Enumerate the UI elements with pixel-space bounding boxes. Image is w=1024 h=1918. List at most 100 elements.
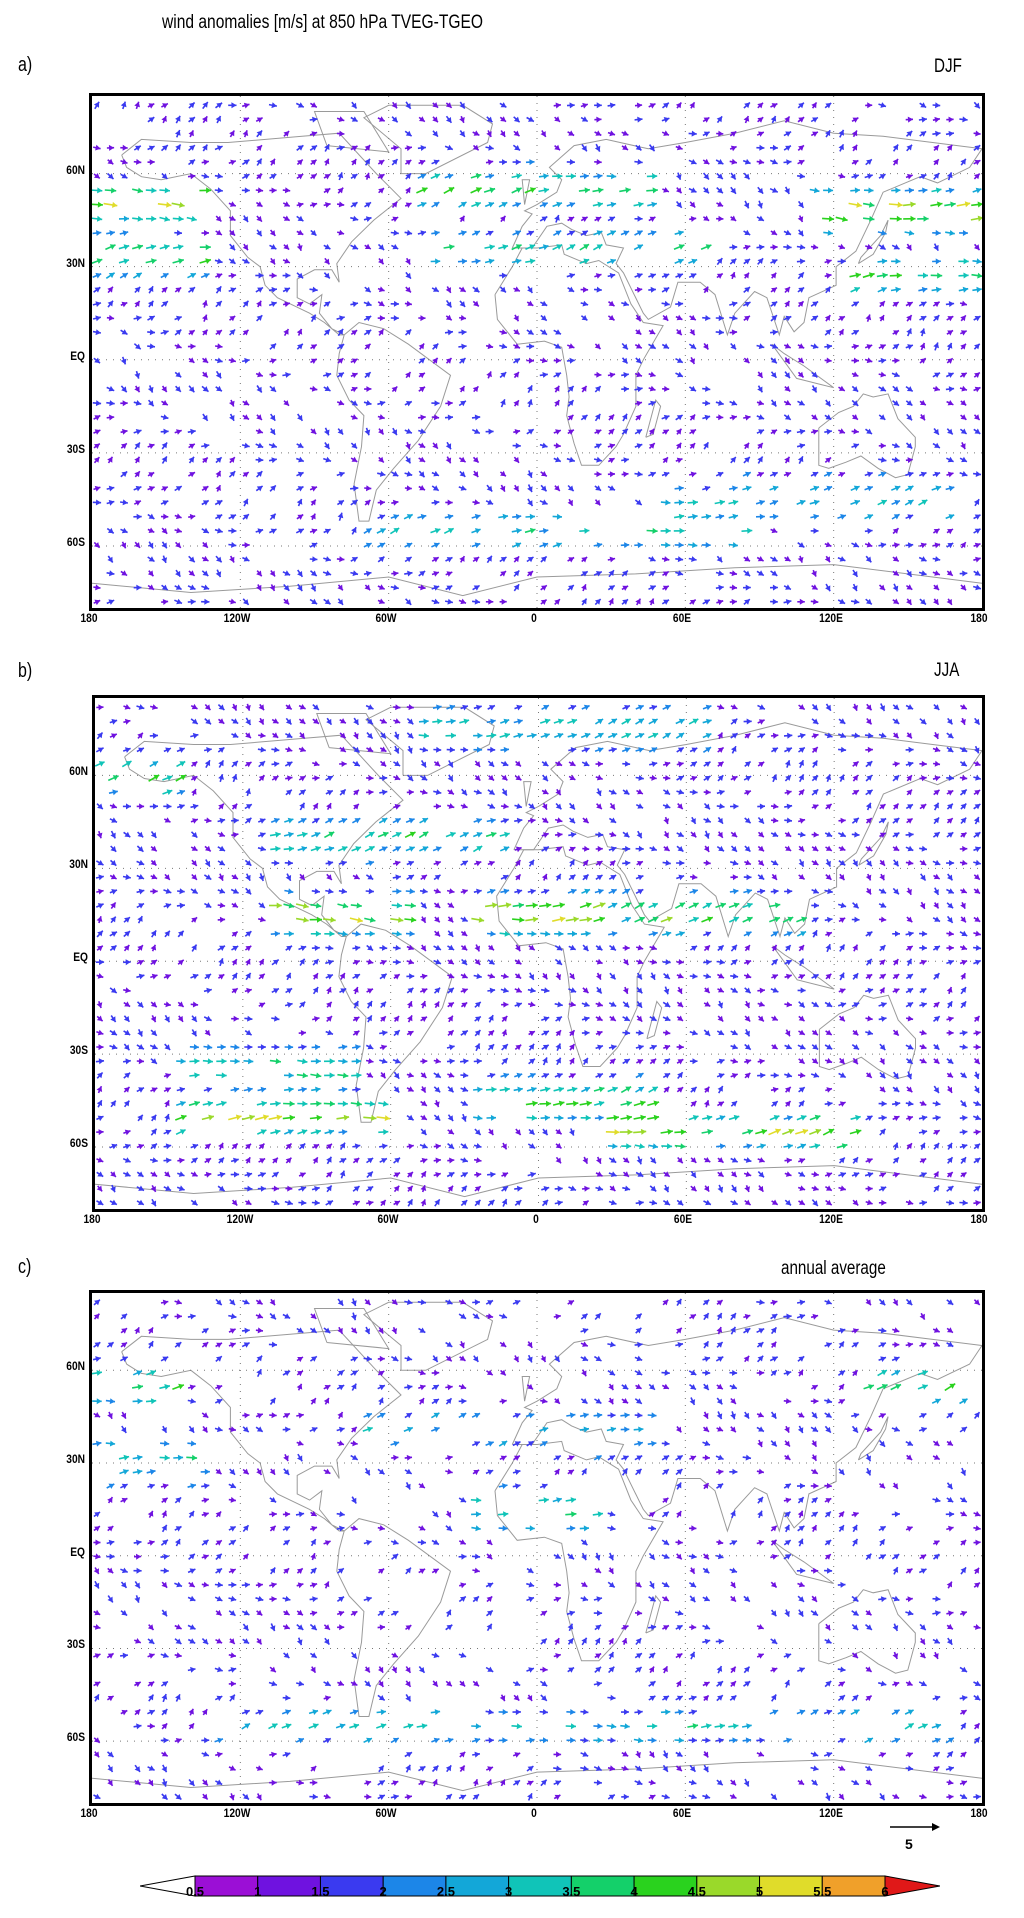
wind-vector-head: [649, 343, 656, 349]
wind-vector-head: [138, 704, 145, 710]
wind-vector-head: [474, 513, 481, 520]
wind-vector-head: [447, 513, 454, 520]
wind-vector-head: [746, 916, 753, 923]
wind-vector-head: [420, 201, 427, 208]
wind-vector-head: [961, 930, 968, 936]
wind-vector-head: [94, 415, 101, 421]
wind-vector-head: [921, 760, 927, 767]
wind-vector-head: [649, 443, 655, 449]
wind-vector-head: [271, 301, 277, 307]
wind-vector-head: [568, 216, 575, 223]
wind-vector-head: [771, 229, 777, 235]
wind-vector-head: [759, 803, 765, 810]
wind-vector-head: [856, 202, 862, 208]
wind-vector-head: [108, 272, 115, 279]
wind-vector-head: [297, 229, 304, 235]
wind-vector-head: [420, 414, 426, 421]
wind-vector-head: [500, 372, 507, 378]
wind-vector-head: [110, 902, 116, 909]
wind-vector-head: [202, 457, 208, 464]
wind-vector-head: [339, 556, 345, 563]
wind-vector-head: [568, 386, 574, 392]
wind-vector-head: [908, 931, 914, 937]
wind-vector-head: [921, 570, 927, 576]
wind-vector-head: [595, 216, 602, 223]
wind-vector-head: [690, 216, 697, 222]
wind-vector-head: [175, 130, 181, 136]
wind-vector-head: [486, 131, 492, 137]
wind-vector-head: [503, 973, 509, 979]
wind-vector-head: [310, 314, 316, 321]
wind-vector-head: [608, 300, 615, 307]
coastline-4: [818, 393, 916, 479]
wind-vector-head: [797, 301, 804, 307]
coastline-2: [513, 722, 982, 939]
wind-vector-head: [703, 442, 709, 449]
wind-vector-head: [459, 215, 465, 222]
wind-vector-head: [678, 499, 684, 506]
wind-vector-head: [893, 845, 900, 851]
wind-vector-head: [731, 959, 738, 966]
wind-vector-head: [785, 399, 791, 406]
wind-vector-head: [675, 102, 682, 109]
wind-vector-head: [503, 803, 509, 810]
wind-vector-head: [432, 557, 439, 563]
wind-vector-head: [758, 817, 764, 824]
wind-vector-head: [515, 513, 522, 520]
wind-vector-head: [488, 761, 495, 767]
wind-vector-head: [502, 874, 509, 881]
wind-vector-head: [287, 817, 294, 824]
wind-vector-head: [421, 973, 428, 980]
wind-vector-head: [759, 499, 765, 506]
wind-vector-head: [960, 973, 966, 979]
wind-vector-head: [772, 831, 779, 837]
wind-vector-head: [650, 974, 656, 980]
wind-vector-head: [771, 287, 777, 293]
wind-vector-head: [745, 859, 751, 866]
wind-vector-head: [784, 372, 790, 379]
wind-vector-head: [153, 774, 160, 781]
wind-vector-head: [459, 286, 466, 292]
wind-vector-head: [134, 300, 140, 307]
wind-vector-head: [974, 173, 980, 180]
wind-vector-head: [540, 599, 547, 605]
wind-vector-head: [474, 414, 481, 421]
wind-vector-head: [555, 329, 561, 335]
wind-vector-head: [256, 486, 263, 492]
wind-vector-head: [718, 215, 724, 222]
coastline-7: [771, 343, 834, 389]
wind-vector-head: [284, 570, 291, 576]
wind-vector-head: [232, 718, 239, 724]
wind-vector-head: [432, 442, 438, 449]
wind-vector-head: [486, 555, 492, 562]
wind-vector-head: [324, 244, 331, 250]
wind-vector-head: [852, 775, 858, 781]
wind-vector-head: [368, 832, 375, 838]
wind-vector-head: [651, 845, 657, 852]
wind-vector-head: [946, 570, 953, 576]
wind-vector-head: [95, 329, 101, 336]
wind-vector-head: [689, 358, 695, 364]
coastline-11: [858, 821, 889, 866]
wind-vector-head: [246, 804, 252, 810]
wind-vector-head: [337, 358, 344, 364]
wind-vector-head: [637, 215, 643, 222]
wind-vector-head: [271, 272, 277, 279]
wind-vector-head: [758, 343, 765, 350]
wind-vector-head: [96, 1002, 103, 1008]
wind-vector-head: [758, 131, 764, 137]
wind-vector-head: [217, 357, 223, 364]
wind-vector-head: [921, 775, 927, 782]
wind-vector-head: [946, 599, 952, 605]
wind-vector-head: [351, 527, 357, 534]
wind-vector-head: [758, 761, 765, 768]
wind-vector-head: [853, 485, 860, 492]
wind-vector-head: [283, 400, 289, 406]
wind-vector-head: [852, 400, 859, 406]
wind-vector-head: [854, 831, 860, 838]
wind-vector-head: [94, 173, 100, 179]
wind-vector-head: [892, 959, 899, 965]
wind-vector-head: [137, 846, 144, 852]
wind-vector-head: [314, 945, 320, 951]
wind-vector-head: [447, 499, 453, 506]
